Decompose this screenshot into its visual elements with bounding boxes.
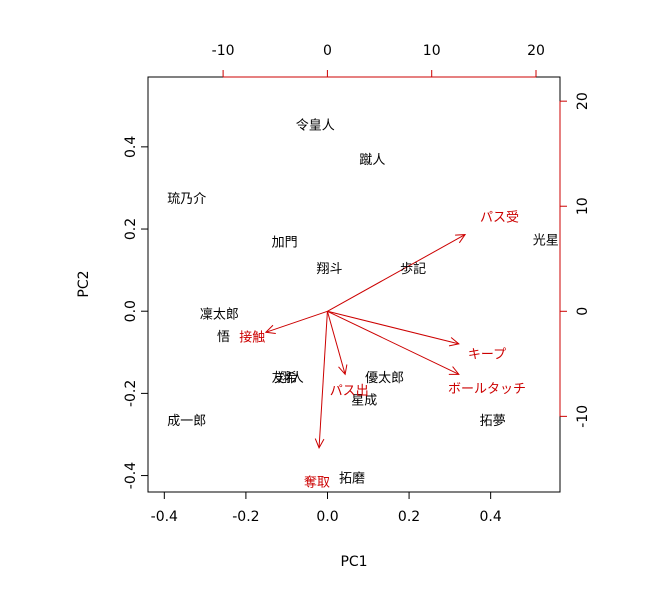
observation-label: 琉乃介 [167,192,206,207]
y-axis-title: PC2 [76,270,92,297]
observation-label: 翔斗 [317,262,343,277]
y-tick-label: 0.4 [123,136,139,158]
variable-arrows [264,234,467,450]
right-tick-label: -10 [575,405,591,428]
left-axis: -0.4 -0.2 0.0 0.2 0.4 [123,136,149,489]
observation-label: 加門 [272,235,298,250]
arrow-head [338,364,348,376]
observation-label: 拓夢 [480,414,506,429]
arrow-head [448,366,460,375]
right-axis: -10 0 10 20 [559,92,591,428]
observation-label: 蹴人 [359,153,385,168]
x-tick-label: 0.2 [398,509,420,525]
right-tick-label: 0 [575,307,591,316]
variable-label: 接触 [239,330,265,346]
observation-label: 翔人 [278,371,304,386]
top-tick-label: -10 [212,43,235,59]
arrow-head [264,324,276,335]
variable-label: ボールタッチ [448,382,526,397]
x-tick-label: 0.4 [480,509,502,525]
arrow-head [314,438,325,450]
loading-arrow [326,311,346,375]
top-tick-label: 0 [323,43,332,59]
observation-label: 友希 [272,370,298,386]
loading-arrow [327,310,459,345]
y-tick-label: 0.0 [123,300,139,322]
variable-label: キープ [468,347,506,362]
observation-label: 光星 [533,233,559,248]
x-tick-label: -0.4 [151,509,178,525]
right-tick-label: 10 [575,197,591,215]
plot-box [147,76,561,493]
variable-label: 奪取 [304,474,330,490]
x-tick-label: 0.0 [316,509,338,525]
observation-label: 優太郎 [365,371,404,386]
y-tick-label: 0.2 [123,218,139,240]
observation-label: 歩記 [400,261,426,277]
variable-label: パス出 [330,384,369,399]
arrow-head [448,337,460,347]
observation-label: 悟 [217,330,230,345]
observation-label: 拓磨 [339,472,365,487]
x-tick-label: -0.2 [232,509,259,525]
loading-arrow [318,311,328,448]
loading-arrow [327,234,466,312]
y-tick-label: -0.4 [123,462,139,489]
right-tick-label: 20 [575,92,591,110]
y-tick-label: -0.2 [123,380,139,407]
top-tick-label: 20 [527,43,545,59]
x-axis-title: PC1 [340,554,367,570]
loading-arrow [327,310,460,375]
variable-label: パス受 [480,211,519,226]
top-axis: -10 0 10 20 [212,43,545,78]
top-tick-label: 10 [423,43,441,59]
bottom-axis: -0.4 -0.2 0.0 0.2 0.4 [151,491,502,525]
observation-label: 令皇人 [296,118,335,133]
arrow-head [455,234,467,244]
observation-label: 星成 [351,394,377,409]
observation-label: 凜太郎 [200,307,239,322]
loading-arrow [265,310,328,333]
observation-label: 成一郎 [167,414,206,429]
